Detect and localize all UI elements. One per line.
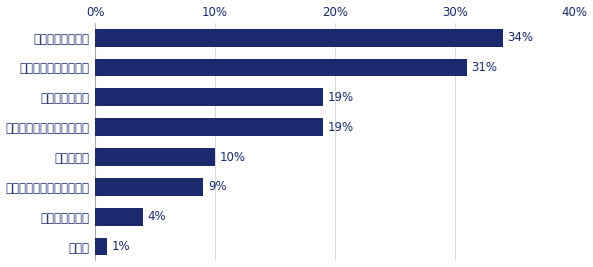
Text: 19%: 19%: [327, 91, 353, 104]
Text: 34%: 34%: [508, 31, 533, 44]
Bar: [95, 148, 215, 166]
Bar: [95, 178, 203, 196]
Text: 1%: 1%: [112, 240, 130, 253]
Bar: [95, 58, 467, 76]
Bar: [95, 88, 323, 106]
Text: 19%: 19%: [327, 121, 353, 134]
Bar: [95, 118, 323, 136]
Text: 10%: 10%: [220, 151, 246, 163]
Text: 4%: 4%: [148, 210, 167, 223]
Bar: [95, 238, 107, 256]
Text: 31%: 31%: [471, 61, 498, 74]
Bar: [95, 29, 502, 47]
Bar: [95, 208, 143, 226]
Text: 9%: 9%: [208, 180, 227, 193]
